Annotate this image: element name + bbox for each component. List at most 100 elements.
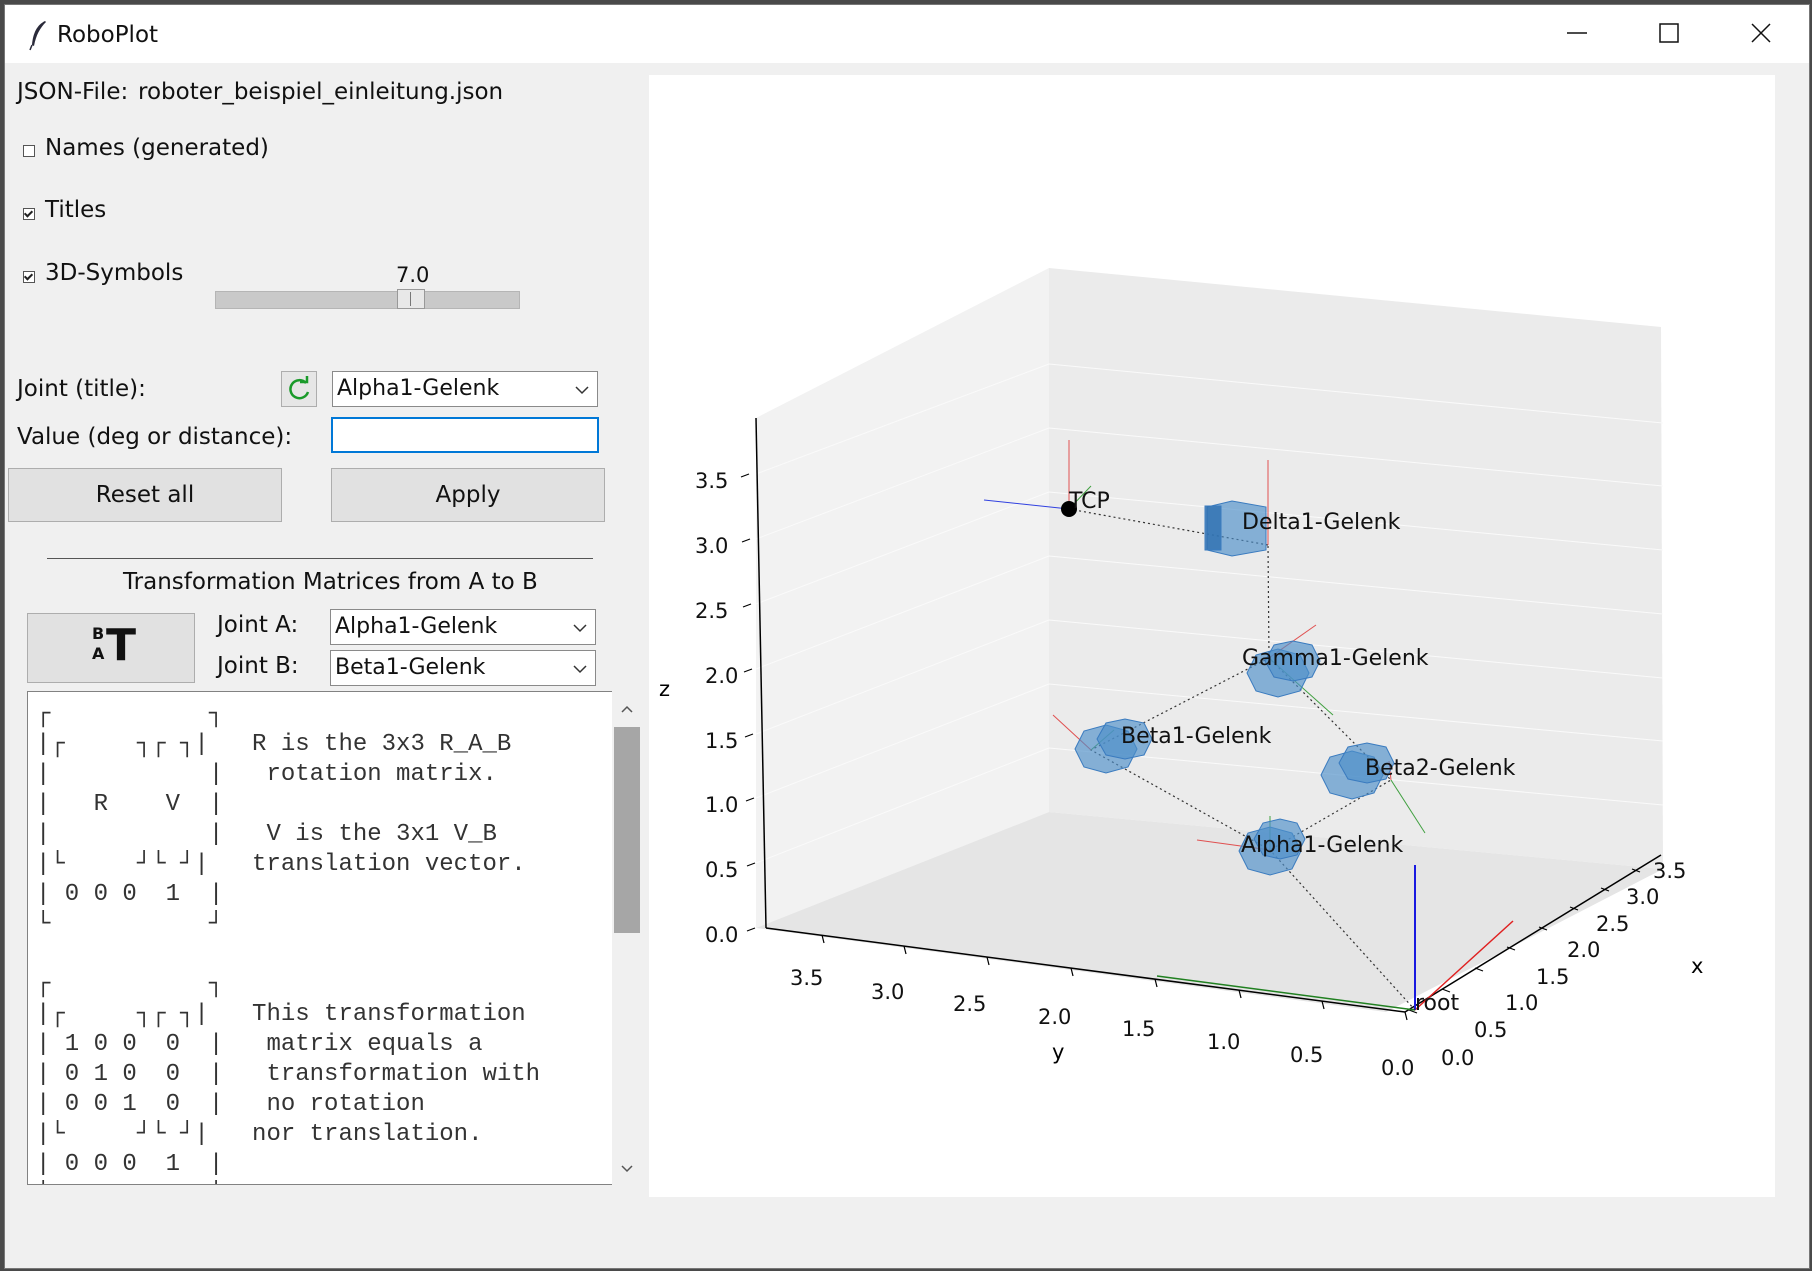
x-tick: 3.5 — [1653, 859, 1686, 883]
z-tick-labels: 0.0 0.5 1.0 1.5 2.0 2.5 3.0 3.5 — [695, 469, 738, 947]
minimize-button[interactable] — [1533, 5, 1623, 63]
3d-plot[interactable]: 0.0 0.5 1.0 1.5 2.0 2.5 3.0 3.5 z 3.5 3.… — [649, 75, 1775, 1197]
joint-title-label: Joint (title): — [17, 376, 146, 402]
y-tick: 2.5 — [953, 992, 986, 1016]
slider-handle[interactable] — [397, 289, 425, 309]
titles-checkbox[interactable] — [23, 208, 35, 220]
z-tick: 2.0 — [705, 664, 738, 688]
z-axis-label: z — [659, 677, 670, 701]
refresh-button[interactable] — [281, 371, 317, 407]
yz-pane — [756, 268, 1049, 928]
axis-lines — [755, 417, 1662, 1013]
transform-symbol: T — [106, 620, 137, 671]
joint-b-value: Beta1-Gelenk — [335, 655, 486, 680]
x-tick: 2.5 — [1596, 912, 1629, 936]
symbol-size-slider[interactable] — [215, 291, 520, 309]
beta2-cylinder-back — [1338, 742, 1395, 784]
y-tick: 0.0 — [1381, 1056, 1414, 1080]
x-tick: 2.0 — [1567, 938, 1600, 962]
titles-label: Titles — [45, 197, 107, 223]
joint-select-value: Alpha1-Gelenk — [337, 376, 500, 401]
joint-a-select[interactable]: Alpha1-Gelenk — [330, 609, 596, 645]
gamma1-label: Gamma1-Gelenk — [1242, 646, 1429, 671]
window-title: RoboPlot — [57, 22, 159, 48]
x-tick: 1.5 — [1536, 965, 1569, 989]
y-tick: 1.5 — [1122, 1017, 1155, 1041]
axis-ticks — [740, 473, 1641, 1021]
json-file-name: roboter_beispiel_einleitung.json — [138, 79, 504, 105]
scroll-down-icon[interactable] — [621, 1165, 633, 1173]
refresh-icon — [289, 376, 310, 400]
root-x-axis — [1414, 920, 1514, 1011]
xz-pane — [1049, 268, 1663, 869]
feather-icon — [29, 21, 46, 51]
textbox-scrollbar[interactable] — [612, 691, 642, 1185]
xy-pane — [756, 812, 1663, 1012]
3d-plot-canvas[interactable]: 0.0 0.5 1.0 1.5 2.0 2.5 3.0 3.5 z 3.5 3.… — [649, 75, 1775, 1197]
joint-a-label: Joint A: — [217, 612, 299, 638]
delta1-box-front — [1204, 505, 1222, 551]
y-tick: 0.5 — [1290, 1043, 1323, 1067]
z-tick: 3.5 — [695, 469, 728, 493]
delta1-label: Delta1-Gelenk — [1242, 510, 1401, 535]
tcp-label: TCP — [1068, 489, 1110, 514]
joint-symbols — [1074, 500, 1395, 876]
names-label: Names (generated) — [45, 135, 269, 161]
chevron-down-icon — [575, 386, 589, 395]
minimize-icon — [1567, 32, 1587, 34]
apply-button[interactable]: Apply — [331, 468, 605, 522]
beta1-cylinder-back — [1096, 718, 1153, 760]
value-input[interactable] — [331, 417, 599, 453]
joint-a-value: Alpha1-Gelenk — [335, 614, 498, 639]
names-checkbox[interactable] — [23, 145, 35, 157]
reset-all-button[interactable]: Reset all — [8, 468, 282, 522]
close-icon — [1751, 23, 1771, 43]
z-tick: 1.0 — [705, 793, 738, 817]
matrix-text: ┌ ┐ |┌ ┐┌ ┐| R is the 3x3 R_A_B | | rota… — [36, 701, 541, 1184]
beta1-label: Beta1-Gelenk — [1121, 724, 1272, 749]
close-button[interactable] — [1717, 5, 1807, 63]
y-tick: 3.0 — [871, 980, 904, 1004]
transform-sub: A — [92, 644, 105, 663]
x-tick-labels: 0.0 0.5 1.0 1.5 2.0 2.5 3.0 3.5 — [1441, 859, 1686, 1070]
y-tick-labels: 3.5 3.0 2.5 2.0 1.5 1.0 0.5 0.0 — [790, 966, 1414, 1080]
maximize-button[interactable] — [1625, 5, 1715, 63]
slider-value: 7.0 — [396, 263, 430, 287]
z-tick: 0.5 — [705, 858, 738, 882]
control-panel: JSON-File: roboter_beispiel_einleitung.j… — [5, 63, 645, 1268]
alpha1-label: Alpha1-Gelenk — [1241, 833, 1403, 858]
divider — [47, 558, 593, 559]
maximize-icon — [1659, 23, 1679, 43]
joint-b-label: Joint B: — [217, 653, 299, 679]
transform-header: Transformation Matrices from A to B — [123, 569, 538, 595]
joint-select[interactable]: Alpha1-Gelenk — [332, 371, 598, 407]
y-tick: 1.0 — [1207, 1030, 1240, 1054]
3d-symbols-label: 3D-Symbols — [45, 260, 184, 286]
x-axis-label: x — [1691, 954, 1703, 978]
3d-symbols-checkbox[interactable] — [23, 271, 35, 283]
json-file-label: JSON-File: — [17, 79, 129, 105]
joint-b-select[interactable]: Beta1-Gelenk — [330, 650, 596, 686]
x-tick: 0.5 — [1474, 1018, 1507, 1042]
scroll-up-icon[interactable] — [621, 705, 633, 713]
tcp-point — [1061, 501, 1077, 517]
roboplot-window: RoboPlot JSON-File: roboter_beispiel_ein… — [4, 4, 1810, 1269]
z-tick: 0.0 — [705, 923, 738, 947]
joint-labels: TCP Delta1-Gelenk Gamma1-Gelenk Beta1-Ge… — [1068, 489, 1516, 1016]
root-y-axis — [1156, 975, 1416, 1011]
matrix-textbox[interactable]: ┌ ┐ |┌ ┐┌ ┐| R is the 3x3 R_A_B | | rota… — [27, 691, 613, 1185]
z-tick: 3.0 — [695, 534, 728, 558]
y-axis-label: y — [1052, 1040, 1064, 1064]
transform-sup: B — [92, 624, 105, 643]
y-tick: 3.5 — [790, 966, 823, 990]
chevron-down-icon — [573, 665, 587, 674]
title-bar[interactable]: RoboPlot — [5, 5, 1809, 63]
transform-matrix-button[interactable]: B A T — [27, 613, 195, 683]
value-label: Value (deg or distance): — [17, 424, 293, 450]
x-tick: 0.0 — [1441, 1046, 1474, 1070]
beta2-label: Beta2-Gelenk — [1365, 756, 1516, 781]
y-tick: 2.0 — [1038, 1005, 1071, 1029]
chevron-down-icon — [573, 624, 587, 633]
gamma1-cylinder-back — [1264, 640, 1321, 682]
scroll-thumb[interactable] — [614, 727, 640, 933]
